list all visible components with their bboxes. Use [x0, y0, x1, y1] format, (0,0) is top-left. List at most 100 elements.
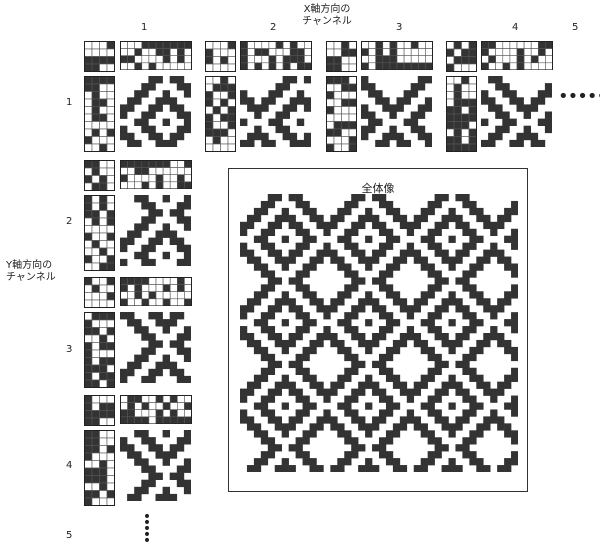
pattern-cell: [483, 215, 490, 222]
pattern-cell: [344, 312, 351, 319]
grid-cell: [538, 42, 545, 49]
pattern-cell: [400, 250, 407, 257]
pattern-cell: [358, 194, 365, 201]
grid-cell: [496, 49, 503, 56]
pattern-cell: [386, 243, 393, 250]
pattern-cell: [240, 389, 247, 396]
grid-cell: [213, 92, 221, 100]
grid-cell: [462, 99, 470, 107]
pattern-cell: [455, 277, 462, 284]
pattern-cell: [435, 305, 442, 312]
pattern-cell: [275, 340, 282, 347]
pattern-cell: [462, 250, 469, 257]
grid-cell: [342, 99, 350, 107]
grid-cell: [170, 161, 177, 168]
grid-cell: [142, 175, 149, 182]
pattern-cell: [184, 466, 191, 473]
pattern-cell: [495, 83, 502, 90]
pattern-cell: [141, 126, 148, 133]
pattern-cell: [310, 403, 317, 410]
pattern-cell: [156, 140, 163, 147]
pattern-cell: [148, 202, 155, 209]
pattern-cell: [254, 403, 261, 410]
grid-cell: [327, 129, 335, 137]
pattern-cell: [268, 201, 275, 208]
grid-cell: [121, 175, 128, 182]
pattern-cell: [404, 97, 411, 104]
pattern-cell: [303, 243, 310, 250]
pattern-cell: [163, 119, 170, 126]
pattern-cell: [247, 133, 254, 140]
pattern-cell: [254, 298, 261, 305]
pattern-cell: [184, 83, 191, 90]
pattern-cell: [303, 430, 310, 437]
grid-cell: [92, 335, 100, 343]
pattern-cell: [504, 465, 511, 472]
grid-cell: [349, 144, 357, 152]
pattern-cell: [240, 409, 247, 416]
grid-cell: [349, 114, 357, 122]
pattern-cell: [435, 437, 442, 444]
grid-cell: [362, 56, 369, 63]
grid-cell: [100, 300, 108, 308]
pattern-cell: [389, 126, 396, 133]
grid-cell: [177, 168, 184, 175]
grid-cell: [85, 380, 93, 388]
pattern-cell: [476, 423, 483, 430]
y-channel-treadling-column: [84, 430, 115, 506]
grid-cell: [85, 403, 93, 411]
pattern-cell: [365, 403, 372, 410]
pattern-cell: [275, 444, 282, 451]
pattern-cell: [400, 423, 407, 430]
grid-cell: [156, 63, 163, 70]
pattern-cell: [469, 409, 476, 416]
grid-cell: [425, 42, 432, 49]
grid-cell: [349, 84, 357, 92]
pattern-cell: [428, 201, 435, 208]
pattern-cell: [397, 140, 404, 147]
pattern-cell: [462, 451, 469, 458]
grid-cell: [290, 56, 297, 63]
grid-cell: [85, 57, 93, 65]
pattern-cell: [344, 243, 351, 250]
pattern-cell: [141, 90, 148, 97]
grid-cell: [107, 300, 115, 308]
grid-cell: [397, 42, 404, 49]
grid-cell: [85, 491, 93, 499]
grid-cell: [462, 137, 470, 145]
grid-cell: [128, 49, 135, 56]
grid-cell: [334, 57, 342, 65]
pattern-cell: [469, 243, 476, 250]
pattern-cell: [400, 298, 407, 305]
pattern-cell: [462, 333, 469, 340]
pattern-cell: [421, 236, 428, 243]
grid-cell: [92, 358, 100, 366]
x-channel-treadling-column: [205, 76, 236, 152]
pattern-cell: [184, 430, 191, 437]
pattern-cell: [127, 231, 134, 238]
pattern-cell: [310, 375, 317, 382]
pattern-cell: [386, 409, 393, 416]
continuation-dots-horizontal: •••••: [558, 92, 600, 102]
grid-cell: [262, 63, 269, 70]
pattern-cell: [275, 250, 282, 257]
grid-cell: [170, 182, 177, 189]
pattern-cell: [148, 376, 155, 383]
pattern-cell: [365, 264, 372, 271]
pattern-cell: [316, 298, 323, 305]
pattern-cell: [330, 340, 337, 347]
pattern-cell: [170, 444, 177, 451]
grid-cell: [213, 99, 221, 107]
grid-cell: [92, 498, 100, 506]
grid-cell: [135, 56, 142, 63]
pattern-cell: [511, 312, 518, 319]
grid-cell: [128, 161, 135, 168]
grid-cell: [100, 196, 108, 204]
pattern-cell: [545, 83, 552, 90]
x-channel-tieup-square: [326, 41, 357, 72]
grid-cell: [107, 122, 115, 130]
pattern-cell: [386, 354, 393, 361]
pattern-cell: [358, 382, 365, 389]
pattern-cell: [337, 291, 344, 298]
grid-cell: [100, 144, 108, 152]
